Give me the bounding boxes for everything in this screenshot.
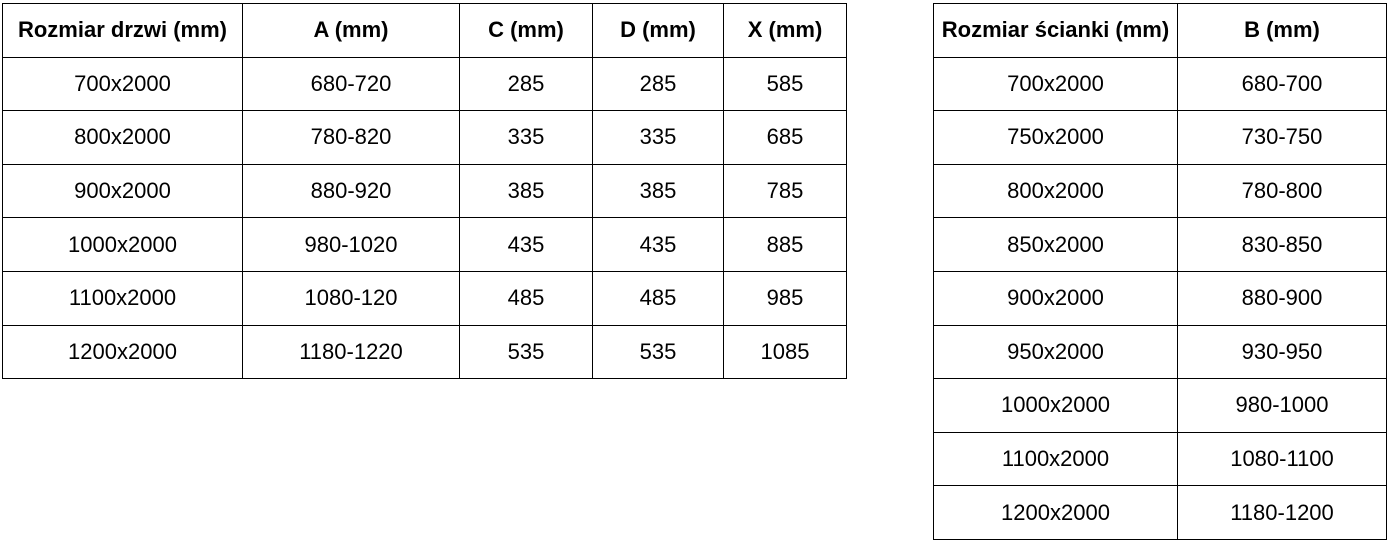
header-row: Rozmiar ścianki (mm) B (mm): [933, 3, 1387, 58]
column-header: B (mm): [1177, 3, 1387, 58]
table-cell: 985: [723, 270, 847, 326]
table-row: 900x2000 880-900: [933, 270, 1387, 326]
table-cell: 1200x2000: [933, 485, 1178, 540]
table-cell: 680-700: [1177, 56, 1387, 112]
table-row: 1100x2000 1080-120 485 485 985: [2, 270, 847, 326]
table-row: 1000x2000 980-1000: [933, 378, 1387, 433]
column-header: X (mm): [723, 3, 847, 58]
table-row: 1100x2000 1080-1100: [933, 431, 1387, 487]
table-cell: 1080-120: [242, 270, 460, 326]
table-cell: 535: [459, 324, 593, 380]
table-cell: 785: [723, 163, 847, 219]
table-row: 700x2000 680-700: [933, 56, 1387, 112]
column-header: Rozmiar drzwi (mm): [2, 3, 243, 58]
table-cell: 1100x2000: [2, 270, 243, 326]
table-row: 1000x2000 980-1020 435 435 885: [2, 217, 847, 272]
table-cell: 980-1000: [1177, 378, 1387, 433]
table-cell: 385: [459, 163, 593, 219]
table-row: 800x2000 780-820 335 335 685: [2, 110, 847, 165]
table-row: 800x2000 780-800: [933, 163, 1387, 219]
table-cell: 1000x2000: [2, 217, 243, 272]
table-cell: 900x2000: [2, 163, 243, 219]
table-cell: 285: [592, 56, 724, 112]
table-cell: 485: [592, 270, 724, 326]
table-cell: 750x2000: [933, 110, 1178, 165]
table-cell: 1200x2000: [2, 324, 243, 380]
table-row: 700x2000 680-720 285 285 585: [2, 56, 847, 112]
table-cell: 700x2000: [933, 56, 1178, 112]
table-row: 1200x2000 1180-1220 535 535 1085: [2, 324, 847, 380]
table-cell: 880-920: [242, 163, 460, 219]
table-cell: 830-850: [1177, 217, 1387, 272]
table-cell: 535: [592, 324, 724, 380]
table-cell: 335: [592, 110, 724, 165]
column-header: Rozmiar ścianki (mm): [933, 3, 1178, 58]
table-cell: 435: [459, 217, 593, 272]
table-cell: 700x2000: [2, 56, 243, 112]
door-sizes-table: Rozmiar drzwi (mm) A (mm) C (mm) D (mm) X (m…: [2, 3, 847, 380]
table-cell: 885: [723, 217, 847, 272]
table-cell: 880-900: [1177, 270, 1387, 326]
table-cell: 1100x2000: [933, 431, 1178, 487]
table-cell: 485: [459, 270, 593, 326]
header-row: Rozmiar drzwi (mm) A (mm) C (mm) D (mm) X (m…: [2, 3, 847, 58]
table-cell: 850x2000: [933, 217, 1178, 272]
table-cell: 930-950: [1177, 324, 1387, 380]
table-cell: 1180-1220: [242, 324, 460, 380]
table-cell: 800x2000: [2, 110, 243, 165]
table-cell: 285: [459, 56, 593, 112]
table-row: 1200x2000 1180-1200: [933, 485, 1387, 540]
table-cell: 980-1020: [242, 217, 460, 272]
table-cell: 780-800: [1177, 163, 1387, 219]
table-cell: 780-820: [242, 110, 460, 165]
table-cell: 1000x2000: [933, 378, 1178, 433]
table-cell: 435: [592, 217, 724, 272]
table-cell: 685: [723, 110, 847, 165]
table-cell: 1085: [723, 324, 847, 380]
table-row: 750x2000 730-750: [933, 110, 1387, 165]
table-cell: 585: [723, 56, 847, 112]
table-cell: 680-720: [242, 56, 460, 112]
table-row: 850x2000 830-850: [933, 217, 1387, 272]
table-cell: 800x2000: [933, 163, 1178, 219]
wall-panel-sizes-table: Rozmiar ścianki (mm) B (mm) 700x2000 680-70…: [933, 3, 1387, 540]
column-header: D (mm): [592, 3, 724, 58]
column-header: C (mm): [459, 3, 593, 58]
table-cell: 900x2000: [933, 270, 1178, 326]
table-row: 900x2000 880-920 385 385 785: [2, 163, 847, 219]
table-cell: 385: [592, 163, 724, 219]
table-cell: 1180-1200: [1177, 485, 1387, 540]
table-cell: 335: [459, 110, 593, 165]
table-row: 950x2000 930-950: [933, 324, 1387, 380]
table-cell: 1080-1100: [1177, 431, 1387, 487]
table-cell: 730-750: [1177, 110, 1387, 165]
column-header: A (mm): [242, 3, 460, 58]
table-cell: 950x2000: [933, 324, 1178, 380]
